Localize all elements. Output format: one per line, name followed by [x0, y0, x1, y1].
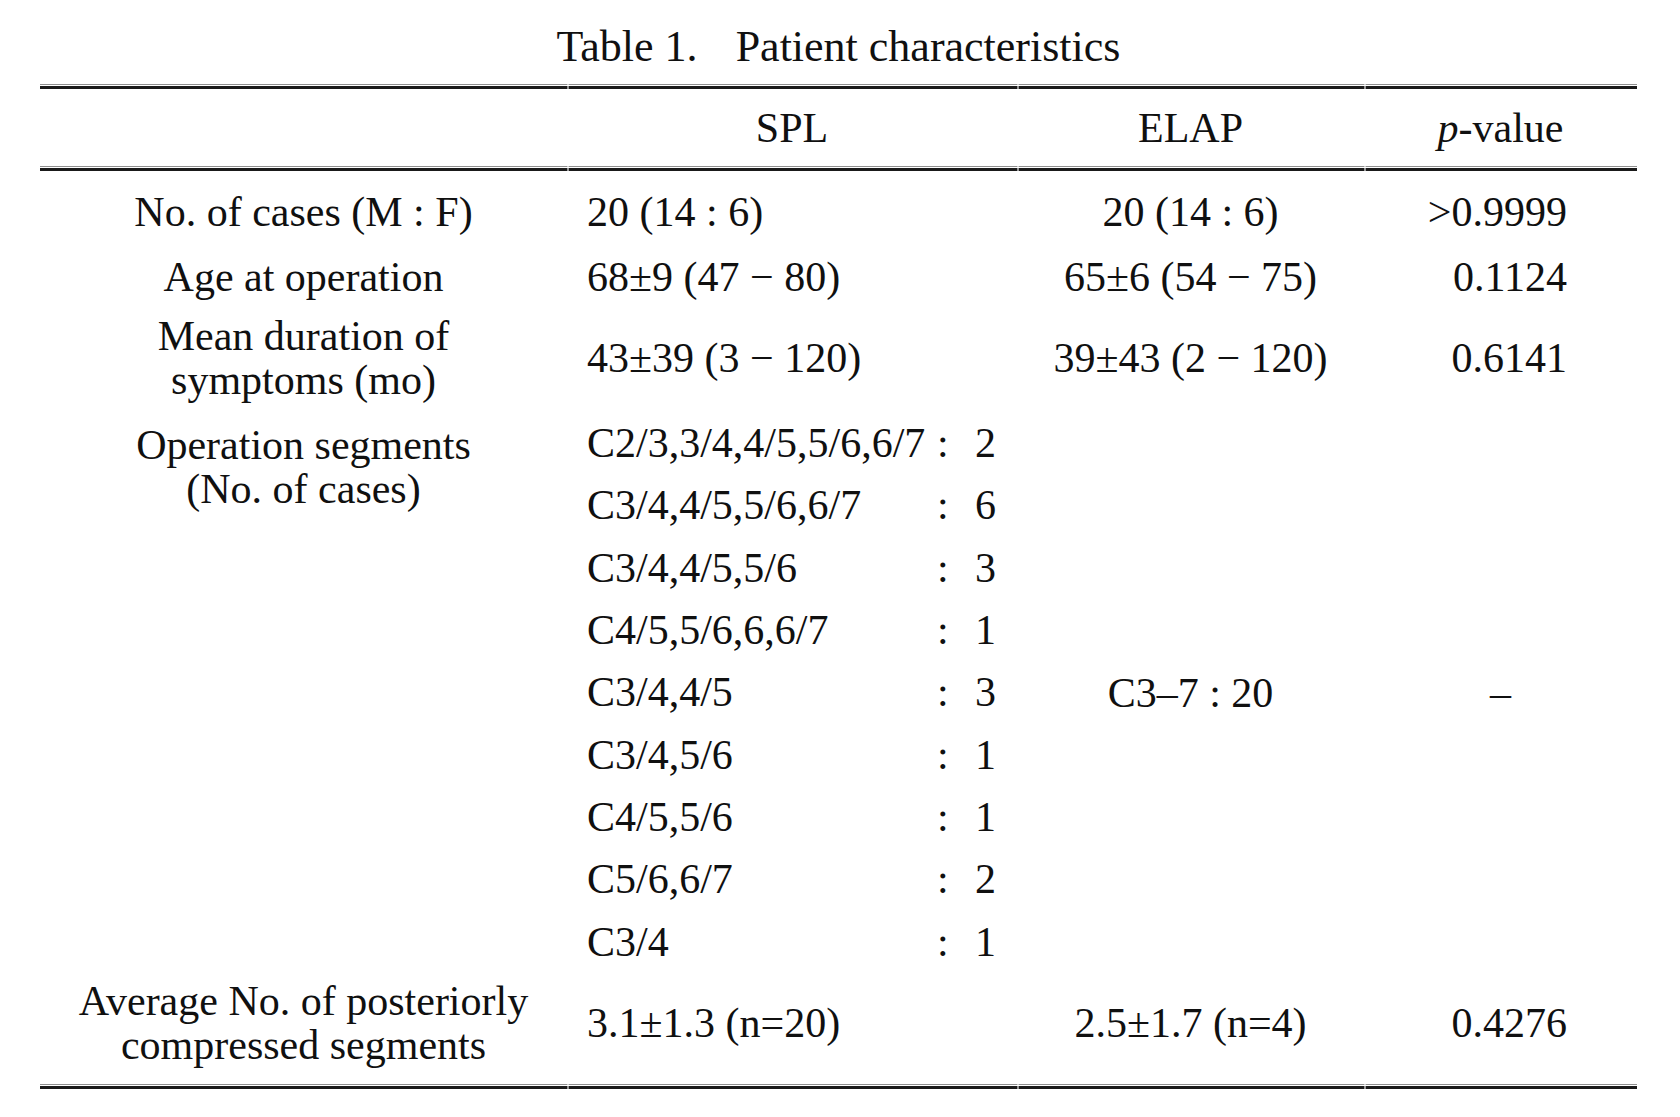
segment-colon: : — [937, 855, 949, 903]
segment-colon: : — [937, 544, 949, 592]
segment-colon: : — [937, 419, 949, 467]
segment-count: 1 — [975, 793, 996, 841]
segment-colon: : — [937, 606, 949, 654]
table-row-operation-segments: Operation segments (No. of cases) C2/3,3… — [40, 412, 1637, 973]
row-label-line1: Average No. of posteriorly — [40, 979, 567, 1023]
p-suffix: -value — [1459, 105, 1564, 151]
segment-count: 6 — [975, 481, 996, 529]
segment-count: 2 — [975, 419, 996, 467]
segment-colon: : — [937, 481, 949, 529]
row-label-line2: symptoms (mo) — [40, 358, 567, 402]
segment-item: C2/3,3/4,4/5,5/6,6/7 : 2 — [587, 412, 1017, 474]
spl-value: 68±9 (47 − 80) — [567, 253, 1017, 301]
table-title: Table 1. Patient characteristics — [40, 18, 1637, 74]
rule-notch — [1017, 166, 1019, 171]
rule-notch — [567, 166, 569, 171]
segment-levels: C4/5,5/6 — [587, 793, 733, 841]
table-row-compressed-segments: Average No. of posteriorly compressed se… — [40, 975, 1637, 1071]
segment-item: C3/4,4/5,5/6 : 3 — [587, 537, 1017, 599]
column-header-pvalue: p-value — [1364, 104, 1637, 152]
row-label-line2: compressed segments — [40, 1023, 567, 1067]
column-header-elap: ELAP — [1017, 104, 1364, 152]
segment-count: 3 — [975, 668, 996, 716]
segment-colon: : — [937, 918, 949, 966]
segment-item: C5/6,6/7 : 2 — [587, 848, 1017, 910]
elap-value: 65±6 (54 − 75) — [1017, 253, 1364, 301]
table-row-duration: Mean duration of symptoms (mo) 43±39 (3 … — [40, 313, 1637, 403]
table-number: Table 1. — [557, 21, 698, 72]
segment-item: C4/5,5/6 : 1 — [587, 786, 1017, 848]
segment-colon: : — [937, 793, 949, 841]
rule-notch — [567, 1084, 569, 1089]
header-separator-rule — [40, 166, 1637, 171]
row-label-line2: (No. of cases) — [40, 467, 567, 511]
segment-levels: C3/4 — [587, 918, 669, 966]
column-header-spl: SPL — [567, 104, 1017, 152]
spl-value: 3.1±1.3 (n=20) — [567, 999, 1017, 1047]
row-label: No. of cases (M : F) — [40, 190, 567, 234]
row-label-line1: Operation segments — [40, 423, 567, 467]
elap-value: 2.5±1.7 (n=4) — [1017, 999, 1364, 1047]
elap-value: 39±43 (2 − 120) — [1017, 334, 1364, 382]
bottom-rule — [40, 1084, 1637, 1089]
table-row-age: Age at operation 68±9 (47 − 80) 65±6 (54… — [40, 247, 1637, 307]
segment-item: C3/4,5/6 : 1 — [587, 723, 1017, 785]
elap-value: 20 (14 : 6) — [1017, 188, 1364, 236]
segment-levels: C3/4,5/6 — [587, 731, 733, 779]
segment-count: 2 — [975, 855, 996, 903]
rule-notch — [1017, 1084, 1019, 1089]
segment-levels: C3/4,4/5 — [587, 668, 733, 716]
p-value: 0.6141 — [1364, 334, 1637, 382]
segment-count: 1 — [975, 606, 996, 654]
segment-count: 1 — [975, 918, 996, 966]
rule-notch — [1364, 166, 1366, 171]
segment-levels: C3/4,4/5,5/6 — [587, 544, 797, 592]
row-label: Age at operation — [40, 255, 567, 299]
p-value: >0.9999 — [1364, 188, 1637, 236]
header-row: SPL ELAP p-value — [40, 89, 1637, 167]
rule-notch — [1364, 1084, 1366, 1089]
segment-list: C2/3,3/4,4/5,5/6,6/7 : 2 C3/4,4/5,5/6,6/… — [567, 412, 1017, 973]
table-title-text: Patient characteristics — [736, 21, 1121, 72]
table-row-cases: No. of cases (M : F) 20 (14 : 6) 20 (14 … — [40, 182, 1637, 242]
segment-item: C3/4 : 1 — [587, 910, 1017, 972]
elap-value: C3–7 : 20 — [1017, 412, 1364, 973]
p-value: 0.4276 — [1364, 999, 1637, 1047]
segment-levels: C2/3,3/4,4/5,5/6,6/7 — [587, 419, 925, 467]
spl-value: 43±39 (3 − 120) — [567, 334, 1017, 382]
row-label-line1: Mean duration of — [40, 314, 567, 358]
row-label: Average No. of posteriorly compressed se… — [40, 979, 567, 1067]
segment-levels: C4/5,5/6,6,6/7 — [587, 606, 829, 654]
segment-levels: C3/4,4/5,5/6,6/7 — [587, 481, 861, 529]
segment-colon: : — [937, 668, 949, 716]
segment-item: C4/5,5/6,6,6/7 : 1 — [587, 599, 1017, 661]
p-value: – — [1364, 412, 1637, 973]
segment-colon: : — [937, 731, 949, 779]
paper-table-page: Table 1. Patient characteristics SPL ELA… — [0, 0, 1680, 1117]
p-symbol: p — [1438, 105, 1459, 151]
row-label: Operation segments (No. of cases) — [40, 412, 567, 973]
segment-count: 3 — [975, 544, 996, 592]
segment-levels: C5/6,6/7 — [587, 855, 733, 903]
p-value: 0.1124 — [1364, 253, 1637, 301]
segment-count: 1 — [975, 731, 996, 779]
segment-item: C3/4,4/5 : 3 — [587, 661, 1017, 723]
row-label: Mean duration of symptoms (mo) — [40, 314, 567, 402]
spl-value: 20 (14 : 6) — [567, 188, 1017, 236]
segment-item: C3/4,4/5,5/6,6/7 : 6 — [587, 474, 1017, 536]
